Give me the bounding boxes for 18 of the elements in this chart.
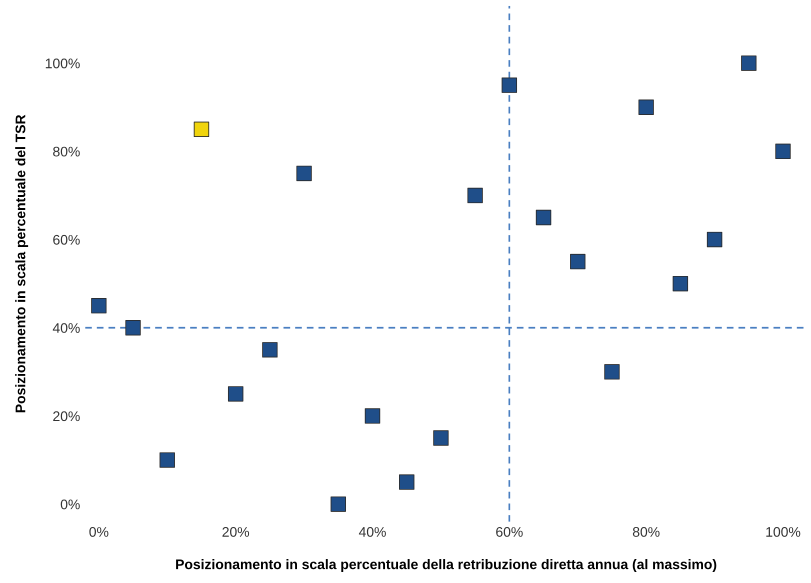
x-tick-label: 0% xyxy=(89,527,108,537)
x-tick-label: 80% xyxy=(632,527,660,537)
x-tick-label: 40% xyxy=(358,527,386,537)
point xyxy=(775,144,791,160)
y-tick-label: 40% xyxy=(52,323,80,333)
point xyxy=(536,210,552,226)
y-tick-label: 80% xyxy=(53,146,80,157)
y-axis-title: Posizionamento in scala percentuale del TSR xyxy=(15,114,28,412)
y-tick-label: 20% xyxy=(53,411,80,422)
y-tick-label: 0% xyxy=(60,499,80,510)
x-tick-label: 100% xyxy=(766,527,800,537)
y-tick-label: 100% xyxy=(46,58,80,68)
point xyxy=(433,430,449,446)
point xyxy=(364,408,380,424)
y-tick-label: 60% xyxy=(53,234,80,245)
x-tick-label: 20% xyxy=(222,527,250,537)
x-tick-label: 60% xyxy=(496,527,523,537)
x-axis-title: Posizionamento in scala percentuale della retribuzione diretta annua (al massimo) xyxy=(176,559,716,572)
